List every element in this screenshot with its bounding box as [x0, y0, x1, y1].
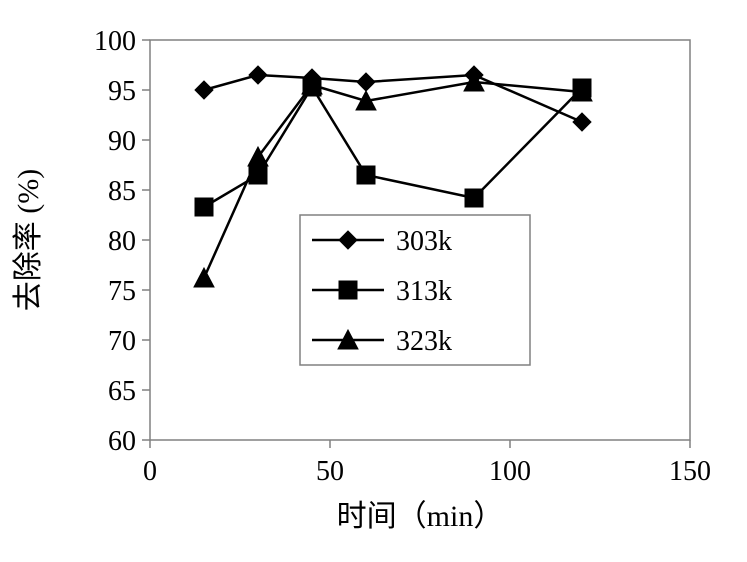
y-tick-label: 90	[108, 126, 136, 157]
y-axis-label: 去除率 (%)	[12, 169, 45, 311]
y-tick-label: 95	[108, 76, 136, 107]
y-tick-label: 65	[108, 376, 136, 407]
legend: 303k 313k 323k	[300, 215, 530, 365]
chart-container: 0 50 100 150 时间（min） 60 65 70 75 80 85 90 95 100 去除率 (…	[0, 0, 747, 557]
x-tick-label: 0	[143, 456, 157, 487]
y-tick-label: 60	[108, 426, 136, 457]
x-tick-label: 50	[316, 456, 344, 487]
chart-svg: 0 50 100 150 时间（min） 60 65 70 75 80 85 90 95 100 去除率 (…	[0, 0, 747, 557]
legend-label: 323k	[396, 326, 452, 357]
y-tick-label: 80	[108, 226, 136, 257]
y-tick-label: 85	[108, 176, 136, 207]
y-tick-label: 70	[108, 326, 136, 357]
y-tick-label: 100	[94, 26, 136, 57]
legend-label: 313k	[396, 276, 452, 307]
x-axis-label: 时间（min）	[337, 500, 504, 533]
x-tick-label: 150	[669, 456, 711, 487]
legend-label: 303k	[396, 226, 452, 257]
y-tick-label: 75	[108, 276, 136, 307]
x-tick-label: 100	[489, 456, 531, 487]
